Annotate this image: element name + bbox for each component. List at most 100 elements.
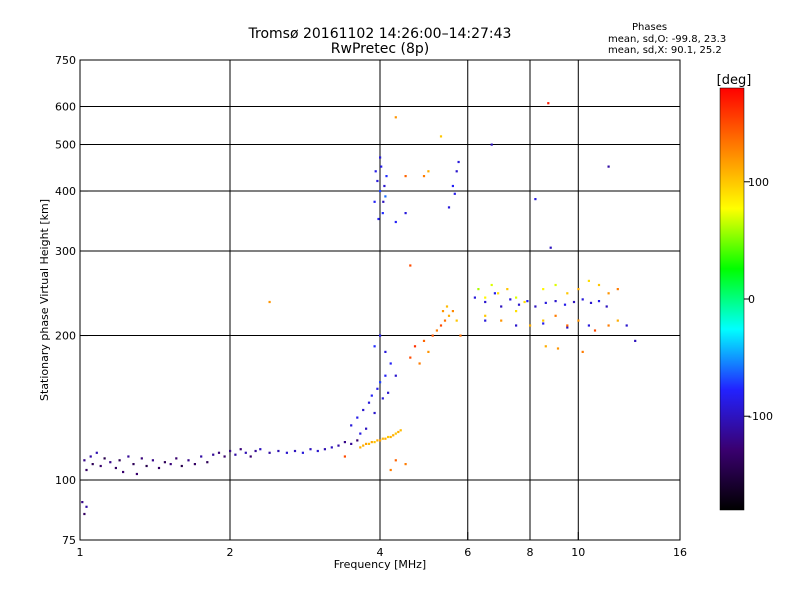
data-point (376, 179, 379, 183)
data-point (515, 296, 518, 299)
data-point (439, 135, 443, 138)
data-point (359, 446, 362, 449)
grid-lines (80, 60, 680, 540)
data-point (554, 283, 557, 287)
data-point (607, 165, 610, 168)
data-point (447, 314, 451, 317)
data-point (616, 288, 619, 291)
data-point (367, 401, 371, 404)
data-point (379, 381, 382, 384)
data-point (350, 442, 353, 445)
data-point (389, 362, 392, 365)
data-point (379, 156, 382, 159)
data-point (387, 435, 390, 439)
data-point (268, 451, 271, 454)
data-point (544, 345, 547, 348)
data-point (490, 143, 493, 146)
data-point (356, 439, 359, 442)
data-point (534, 198, 537, 201)
data-point (427, 350, 430, 353)
data-point (422, 175, 426, 178)
data-point (268, 300, 271, 304)
data-point (554, 300, 557, 303)
data-point (384, 350, 387, 353)
page-subtitle: RwPretec (8p) (330, 41, 430, 57)
data-point (365, 427, 368, 430)
data-point (365, 442, 368, 445)
data-point (85, 468, 88, 472)
data-point (293, 449, 297, 453)
data-point (374, 170, 377, 173)
data-point (409, 356, 412, 359)
data-point (566, 292, 569, 295)
data-point (127, 455, 130, 458)
data-point (497, 292, 500, 295)
data-point (114, 466, 117, 470)
data-point (200, 455, 203, 458)
data-point (577, 288, 580, 291)
x-tick-label: 8 (527, 546, 534, 559)
x-tick-label: 6 (464, 546, 471, 559)
data-point (132, 463, 135, 466)
data-point (443, 319, 447, 322)
data-point (404, 463, 407, 466)
data-point (140, 457, 143, 460)
data-point (451, 184, 454, 188)
data-point (316, 449, 319, 453)
data-point (473, 296, 476, 299)
data-point (455, 319, 458, 322)
data-point (385, 175, 388, 178)
y-tick-label: 200 (55, 330, 76, 343)
data-point (634, 339, 637, 342)
data-point (151, 459, 154, 462)
data-point (526, 300, 529, 303)
y-tick-label: 100 (55, 474, 76, 487)
data-point (109, 461, 112, 464)
data-points (81, 102, 637, 516)
data-point (373, 345, 376, 348)
data-point (85, 505, 88, 508)
data-point (394, 432, 397, 435)
data-point (229, 449, 232, 453)
data-point (577, 319, 580, 322)
data-point (382, 200, 385, 203)
data-point (381, 212, 384, 215)
data-point (377, 217, 380, 221)
data-point (376, 439, 379, 442)
y-tick-label: 600 (55, 101, 76, 114)
data-point (394, 116, 397, 119)
data-point (509, 298, 512, 301)
colorbar-label: [deg] (717, 73, 752, 88)
data-point (234, 453, 237, 456)
data-point (451, 310, 454, 313)
data-point (484, 296, 487, 299)
data-point (597, 300, 601, 303)
data-point (517, 303, 521, 306)
data-point (397, 430, 400, 434)
data-point (362, 444, 365, 447)
y-tick-label: 750 (55, 54, 76, 67)
data-point (484, 314, 487, 317)
x-tick-label: 2 (227, 546, 234, 559)
data-point (301, 451, 304, 454)
data-point (593, 329, 597, 332)
data-point (343, 455, 346, 458)
data-point (387, 391, 390, 394)
data-point (529, 324, 532, 327)
data-point (91, 463, 94, 466)
data-point (404, 212, 407, 215)
data-point (500, 319, 503, 322)
data-point (381, 437, 384, 440)
data-point (380, 165, 383, 168)
data-point (103, 457, 106, 460)
data-point (337, 444, 340, 447)
data-point (83, 512, 86, 516)
y-tick-label: 300 (55, 245, 76, 258)
colorbar-tick-label: 0 (748, 293, 755, 306)
data-point (431, 334, 434, 337)
data-point (206, 461, 209, 464)
data-point (99, 464, 102, 468)
data-point (384, 374, 387, 377)
data-point (277, 449, 280, 453)
